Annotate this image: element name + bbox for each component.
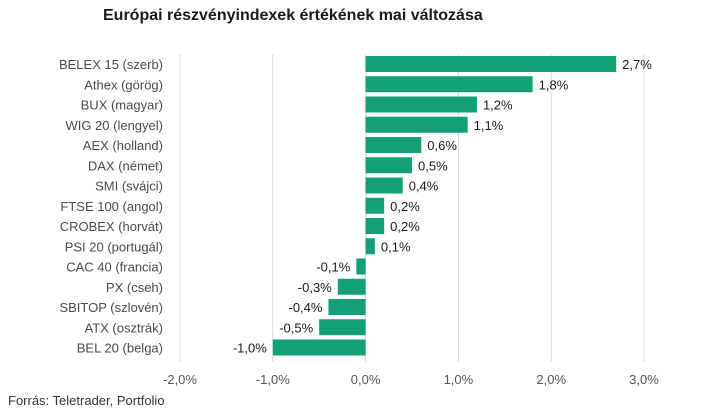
value-label: 1,2% bbox=[483, 98, 513, 113]
value-label: 0,2% bbox=[390, 219, 420, 234]
value-label: 0,1% bbox=[381, 239, 411, 254]
category-label: BEL 20 (belga) bbox=[77, 341, 163, 356]
value-label: -0,3% bbox=[298, 280, 332, 295]
category-label: CAC 40 (francia) bbox=[66, 260, 163, 275]
chart-title: Európai részvényindexek értékének mai vá… bbox=[103, 7, 483, 24]
x-tick-label: 2,0% bbox=[536, 372, 566, 387]
bar bbox=[365, 218, 385, 234]
category-label: AEX (holland) bbox=[83, 138, 163, 153]
bar bbox=[328, 299, 366, 315]
value-label: 2,7% bbox=[622, 57, 652, 72]
category-label: FTSE 100 (angol) bbox=[60, 199, 163, 214]
value-label: -1,0% bbox=[233, 341, 267, 356]
category-label: SBITOP (szlovén) bbox=[59, 300, 163, 315]
bar bbox=[365, 197, 385, 214]
category-label: BUX (magyar) bbox=[81, 98, 163, 113]
bar bbox=[365, 137, 422, 153]
bar bbox=[337, 278, 366, 295]
value-label: 1,8% bbox=[539, 77, 569, 92]
value-label: 0,6% bbox=[427, 138, 457, 153]
bar bbox=[365, 177, 403, 194]
x-tick-label: 1,0% bbox=[444, 372, 474, 387]
source-note: Forrás: Teletrader, Portfolio bbox=[8, 393, 165, 408]
value-label: 0,4% bbox=[409, 179, 439, 194]
x-tick-label: -2,0% bbox=[163, 372, 197, 387]
bar bbox=[365, 96, 477, 113]
category-label: SMI (svájci) bbox=[95, 179, 163, 194]
bar bbox=[365, 157, 412, 174]
category-label: WIG 20 (lengyel) bbox=[65, 118, 163, 133]
category-label: Athex (görög) bbox=[84, 77, 163, 92]
bar bbox=[365, 116, 468, 133]
value-label: 0,5% bbox=[418, 158, 448, 173]
bar bbox=[356, 258, 366, 275]
category-label: DAX (német) bbox=[88, 158, 163, 173]
bar bbox=[272, 339, 366, 356]
x-tick-label: 0,0% bbox=[351, 372, 381, 387]
value-label: -0,5% bbox=[279, 320, 313, 335]
value-labels: 2,7% 1,8% 1,2% 1,1% 0,6% 0,5% 0,4% 0,2% 0,2% 0,1%… bbox=[233, 57, 652, 356]
category-labels: BELEX 15 (szerb) Athex (görög) BUX (magyar… bbox=[59, 57, 163, 356]
category-label: PSI 20 (portugál) bbox=[65, 239, 163, 254]
value-label: -0,1% bbox=[316, 260, 350, 275]
bar bbox=[365, 76, 533, 93]
category-label: CROBEX (horvát) bbox=[60, 219, 163, 234]
value-label: -0,4% bbox=[289, 300, 323, 315]
x-tick-label: 3,0% bbox=[629, 372, 659, 387]
bar bbox=[365, 238, 375, 255]
bars bbox=[272, 56, 617, 356]
x-axis-ticks: -2,0% -1,0% 0,0% 1,0% 2,0% 3,0% bbox=[163, 372, 659, 387]
value-label: 1,1% bbox=[474, 118, 504, 133]
bar bbox=[365, 56, 617, 72]
category-label: ATX (osztrák) bbox=[85, 320, 164, 335]
x-tick-label: -1,0% bbox=[256, 372, 290, 387]
value-label: 0,2% bbox=[390, 199, 420, 214]
category-label: BELEX 15 (szerb) bbox=[59, 57, 163, 72]
bar bbox=[319, 319, 366, 336]
category-label: PX (cseh) bbox=[106, 280, 163, 295]
